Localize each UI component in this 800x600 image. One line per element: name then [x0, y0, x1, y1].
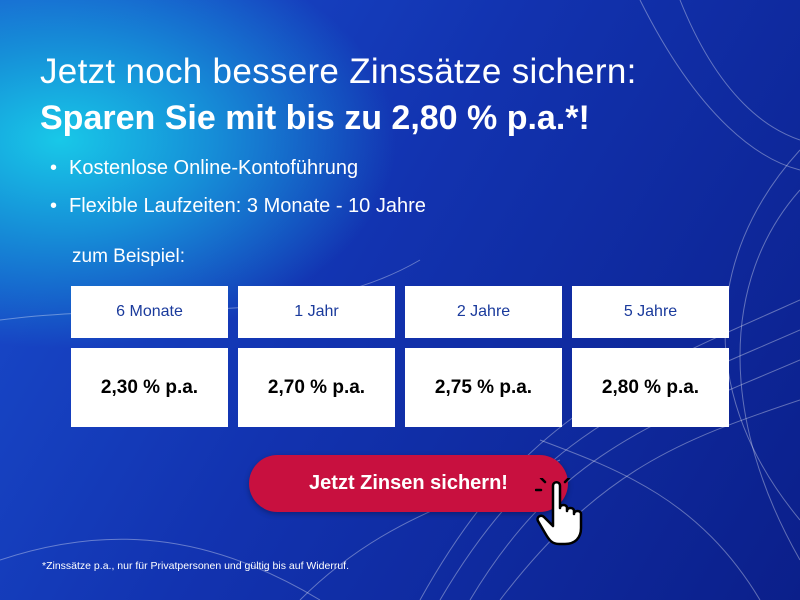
- headline: Jetzt noch bessere Zinssätze sichern:: [40, 52, 637, 91]
- term-header: 5 Jahre: [572, 286, 729, 338]
- bullet: Flexible Laufzeiten: 3 Monate - 10 Jahre: [50, 195, 426, 218]
- rate-cell: 2,70 % p.a.: [238, 348, 395, 427]
- footnote: *Zinssätze p.a., nur für Privatpersonen …: [42, 560, 349, 572]
- term-header: 1 Jahr: [238, 286, 395, 338]
- rate-cell: 2,80 % p.a.: [572, 348, 729, 427]
- headline-bold: Sparen Sie mit bis zu 2,80 % p.a.*!: [40, 99, 590, 137]
- hand-cursor-icon: [535, 478, 583, 546]
- rate-cell: 2,30 % p.a.: [71, 348, 228, 427]
- bullet: Kostenlose Online-Kontoführung: [50, 157, 358, 180]
- rate-cell: 2,75 % p.a.: [405, 348, 562, 427]
- term-header: 2 Jahre: [405, 286, 562, 338]
- term-header: 6 Monate: [71, 286, 228, 338]
- example-label: zum Beispiel:: [72, 246, 185, 267]
- cta-button[interactable]: Jetzt Zinsen sichern!: [249, 455, 568, 512]
